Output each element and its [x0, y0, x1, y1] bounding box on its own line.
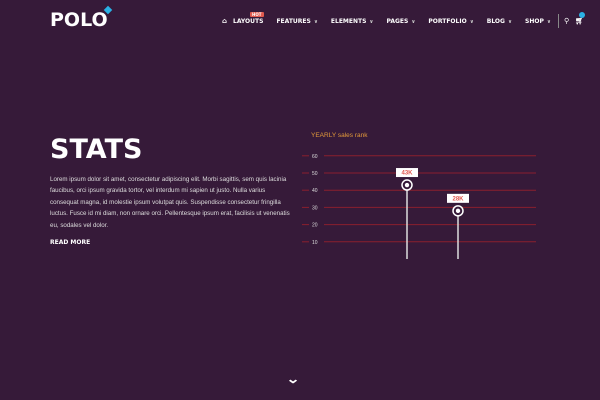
- chart-title: YEARLY sales rank: [311, 132, 368, 139]
- point-label: 28K: [452, 196, 464, 202]
- data-point-core: [455, 208, 461, 214]
- stats-description: Lorem ipsum dolor sit amet, consectetur …: [50, 176, 290, 229]
- nav-shop[interactable]: SHOP ∨: [525, 18, 551, 25]
- cart-icon[interactable]: 🛒︎: [575, 12, 586, 25]
- chevron-down-icon: ∨: [546, 18, 551, 25]
- logo[interactable]: POLO: [50, 5, 112, 31]
- y-tick-label: 10: [312, 240, 318, 246]
- nav-divider: [557, 14, 559, 28]
- nav-label: SHOP: [525, 17, 544, 25]
- page-title: STATS: [50, 134, 143, 165]
- nav-label: LAYOUTS: [233, 17, 264, 25]
- cart-badge: [579, 12, 586, 18]
- y-tick-label: 40: [312, 188, 318, 194]
- chevron-down-icon: ∨: [469, 18, 474, 25]
- nav-label: FEATURES: [276, 17, 311, 25]
- nav-label: PORTFOLIO: [428, 17, 467, 25]
- home-icon[interactable]: ⌂: [222, 17, 228, 25]
- nav-blog[interactable]: BLOG ∨: [487, 18, 512, 25]
- point-label: 43K: [401, 171, 413, 177]
- data-point-core: [404, 182, 410, 188]
- main-nav: ⌂ LAYOUTS HOT FEATURES ∨ ELEMENTS ∨ PAGES ∨ …: [222, 11, 590, 28]
- nav-label: ELEMENTS: [330, 17, 367, 25]
- point-label-box: [396, 168, 418, 178]
- point-label-box: [447, 193, 469, 203]
- nav-pages[interactable]: PAGES ∨: [386, 18, 415, 25]
- y-tick-label: 30: [312, 205, 318, 211]
- chevron-down-icon: ∨: [313, 18, 318, 25]
- chevron-down-icon: ∨: [507, 18, 513, 25]
- y-tick-label: 20: [312, 223, 318, 229]
- chevron-down-icon: ∨: [411, 18, 416, 25]
- chevron-down-icon: ∨: [369, 18, 374, 25]
- nav-label: BLOG: [486, 17, 505, 25]
- search-icon[interactable]: ⚲: [563, 17, 570, 25]
- y-tick-label: 50: [312, 171, 318, 177]
- chevron-down-icon[interactable]: ⌄: [285, 372, 301, 386]
- nav-features[interactable]: FEATURES ∨: [276, 18, 317, 25]
- read-more-link[interactable]: READ MORE: [50, 239, 91, 246]
- nav-portfolio[interactable]: PORTFOLIO ∨: [428, 18, 473, 25]
- nav-elements[interactable]: ELEMENTS ∨: [331, 18, 374, 25]
- logo-text: POLO: [50, 9, 108, 31]
- nav-layouts[interactable]: LAYOUTS HOT: [233, 11, 264, 25]
- nav-label: PAGES: [386, 17, 409, 25]
- hot-badge: HOT: [250, 11, 264, 17]
- y-tick-label: 60: [312, 154, 318, 160]
